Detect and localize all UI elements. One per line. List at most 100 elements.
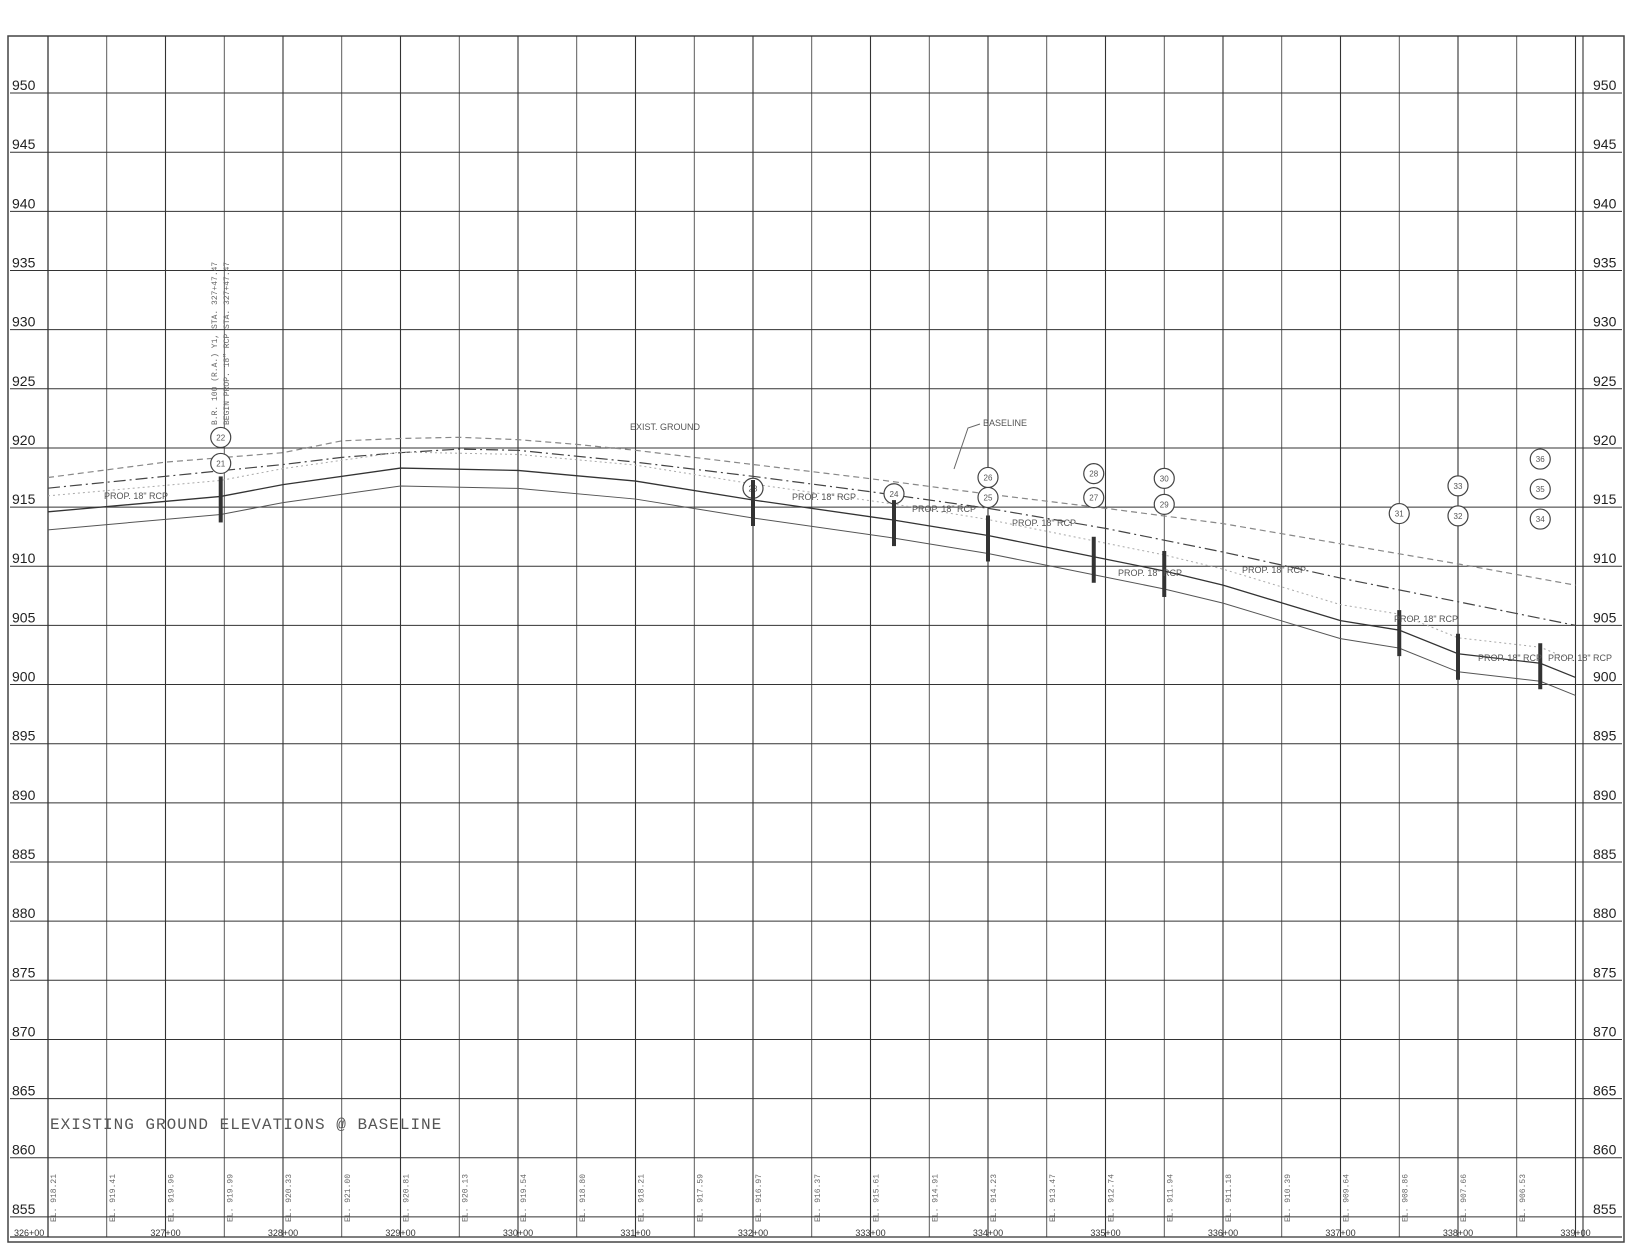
station-label: 328+00 (268, 1228, 298, 1238)
ground-elevation-label: EL. 912.74 (1108, 1174, 1117, 1222)
structure-label: 29 (1160, 500, 1169, 509)
elevation-label-right: 900 (1593, 669, 1617, 685)
elevation-label-right: 855 (1593, 1201, 1617, 1217)
ground-elevation-label: EL. 919.99 (226, 1174, 235, 1222)
elevation-label-right: 920 (1593, 432, 1617, 448)
ground-elevation-label: EL. 919.96 (168, 1174, 177, 1222)
elevation-label-right: 940 (1593, 195, 1617, 211)
pipe-label: PROP. 18" RCP (912, 504, 976, 514)
elevation-label-left: 920 (12, 432, 36, 448)
pipe-label: PROP. 18" RCP (1242, 565, 1306, 575)
pipe-label: PROP. 18" RCP (1394, 614, 1458, 624)
station-labels: 326+00 327+00 328+00 329+00 330+00 331+00 332+… (14, 1228, 1591, 1238)
exist-ground-label: EXIST. GROUND (630, 422, 701, 432)
structure-marker (1083, 462, 1105, 485)
ground-elevation-label: EL. 910.39 (1284, 1174, 1293, 1222)
station-label: 338+00 (1443, 1228, 1473, 1238)
ground-elevation-label: EL. 918.21 (50, 1174, 59, 1222)
ground-elevation-label: EL. 909.64 (1343, 1174, 1352, 1222)
elevation-label-left: 875 (12, 964, 36, 980)
structure-label: 33 (1454, 482, 1463, 491)
sheet-border (7, 35, 1625, 1243)
structure-marker (1529, 508, 1551, 530)
structure-post (1162, 550, 1167, 597)
profile-series-line (47, 436, 1576, 586)
elevation-label-left: 925 (12, 373, 36, 389)
ground-elevation-labels: EL. 918.21 EL. 919.41 EL. 919.96 EL. 919.99… (50, 1174, 1528, 1222)
ground-elevation-label: EL. 916.97 (755, 1174, 764, 1222)
structure-marker (210, 426, 232, 449)
profile-series-line (47, 448, 1576, 626)
ground-elevation-label: EL. 918.80 (579, 1174, 588, 1222)
grid (10, 36, 1622, 1238)
structure-marker (977, 466, 999, 489)
vertical-note: B.R. 100 (R.A.) Y1, STA. 327+47.47 (211, 262, 220, 425)
elevation-label-right: 865 (1593, 1083, 1617, 1099)
elevation-label-right: 895 (1593, 728, 1617, 744)
elevation-label-left: 945 (12, 136, 36, 152)
elevation-labels-left: 950 945 940 935 930 925 920 915 910 905 900 895 890 8… (12, 77, 36, 1217)
station-label: 327+00 (150, 1228, 180, 1238)
ground-elevation-label: EL. 920.33 (285, 1174, 294, 1222)
structure-label: 22 (216, 433, 225, 442)
elevation-label-right: 915 (1593, 491, 1617, 507)
elevation-label-left: 885 (12, 846, 36, 862)
ground-elevation-label: EL. 916.37 (814, 1174, 823, 1222)
elevation-label-right: 875 (1593, 964, 1617, 980)
structure-post (1456, 633, 1460, 680)
structure-label: 31 (1395, 510, 1404, 519)
structure-post (1091, 536, 1096, 583)
elevation-label-left: 865 (12, 1083, 36, 1099)
pipe-label: PROP. 18" RCP (792, 492, 856, 502)
structure-label: 32 (1454, 512, 1463, 521)
ground-elevation-label: EL. 919.41 (109, 1174, 118, 1222)
elevation-label-left: 910 (12, 550, 36, 566)
structure-marker (1388, 502, 1410, 525)
structure-post (892, 500, 896, 547)
structure-marker (1529, 448, 1551, 470)
station-label: 337+00 (1325, 1228, 1355, 1238)
elevation-label-right: 870 (1593, 1023, 1617, 1039)
structure-post (751, 479, 755, 526)
elevation-labels-right: 950 945 940 935 930 925 920 915 910 905 900 895 890 8… (1593, 77, 1617, 1217)
pipe-crown-line (47, 451, 1576, 662)
structure-marker (1529, 478, 1551, 500)
elevation-label-right: 935 (1593, 254, 1617, 270)
elevation-label-right: 890 (1593, 787, 1617, 803)
pipe-label: PROP. 18" RCP (1118, 568, 1182, 578)
elevation-label-right: 925 (1593, 373, 1617, 389)
ground-elevation-label: EL. 920.81 (403, 1174, 412, 1222)
ground-elevation-label: EL. 915.61 (873, 1174, 882, 1222)
station-label: 326+00 (14, 1228, 44, 1238)
elevation-label-left: 930 (12, 314, 36, 330)
elevation-label-right: 945 (1593, 136, 1617, 152)
structure-label: 26 (984, 473, 993, 482)
station-label: 336+00 (1208, 1228, 1238, 1238)
ground-elevation-label: EL. 911.18 (1225, 1174, 1234, 1222)
structure-marker (210, 452, 232, 475)
structure-label: 30 (1160, 474, 1169, 483)
ground-elevation-label: EL. 907.66 (1460, 1174, 1469, 1222)
structure-label: 24 (890, 490, 899, 499)
elevation-label-right: 885 (1593, 846, 1617, 862)
elevation-label-right: 930 (1593, 314, 1617, 330)
ground-elevation-label: EL. 914.23 (990, 1174, 999, 1222)
structure-label: 27 (1089, 494, 1098, 503)
structure-label: 35 (1536, 485, 1545, 494)
ground-elevation-label: EL. 906.53 (1519, 1174, 1528, 1222)
elevation-label-left: 940 (12, 195, 36, 211)
structure-post (1397, 610, 1402, 657)
structure-label: 34 (1536, 515, 1545, 524)
structure-post (218, 476, 223, 523)
structure-marker (1083, 486, 1105, 509)
pipe-labels: PROP. 18" RCP PROP. 18" RCP PROP. 18" RC… (104, 491, 1612, 663)
elevation-label-right: 860 (1593, 1142, 1617, 1158)
structure-marker (1447, 475, 1469, 497)
elevation-label-right: 910 (1593, 550, 1617, 566)
ground-elevation-label: EL. 911.94 (1166, 1174, 1175, 1222)
station-label: 330+00 (503, 1228, 533, 1238)
ground-elevation-label: EL. 917.59 (696, 1174, 705, 1222)
elevation-label-left: 905 (12, 609, 36, 625)
station-label: 331+00 (620, 1228, 650, 1238)
vertical-note-2: BEGIN PROP. 18" RCP STA. 327+47.47 (223, 262, 232, 425)
